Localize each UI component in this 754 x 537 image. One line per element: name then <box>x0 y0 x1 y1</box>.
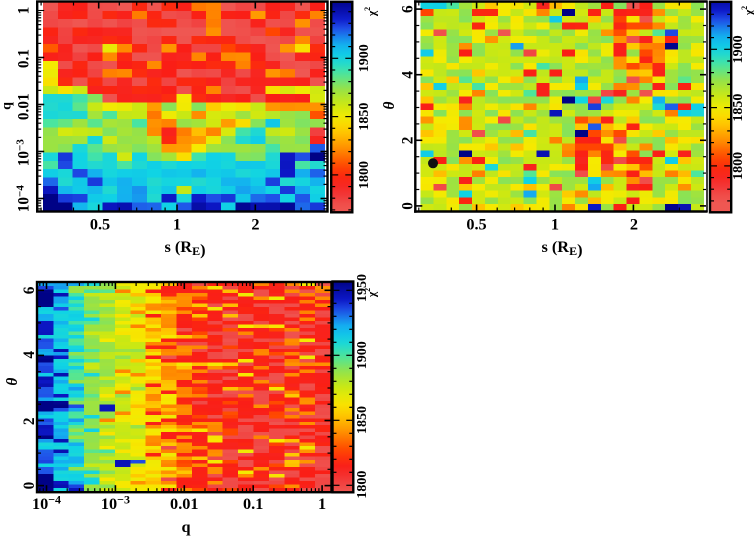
svg-text:1: 1 <box>318 494 326 513</box>
svg-text:1: 1 <box>551 215 559 234</box>
svg-text:1: 1 <box>173 215 181 234</box>
svg-text:1850: 1850 <box>355 406 370 434</box>
svg-text:χ2: χ2 <box>740 6 754 16</box>
svg-text:0.01: 0.01 <box>16 93 33 120</box>
svg-text:s (RE): s (RE) <box>541 237 582 259</box>
svg-text:1800: 1800 <box>357 161 372 189</box>
svg-text:2: 2 <box>251 215 259 234</box>
svg-text:6: 6 <box>21 286 38 294</box>
svg-text:1: 1 <box>16 7 33 15</box>
svg-text:1800: 1800 <box>731 152 746 180</box>
svg-text:2: 2 <box>630 215 638 234</box>
svg-text:1950: 1950 <box>355 274 370 302</box>
svg-text:2: 2 <box>21 417 38 425</box>
svg-text:4: 4 <box>400 71 417 79</box>
svg-text:q: q <box>181 517 190 536</box>
svg-text:0.5: 0.5 <box>466 215 486 234</box>
svg-text:4: 4 <box>21 351 38 359</box>
svg-text:0: 0 <box>400 202 417 210</box>
svg-text:χ2: χ2 <box>363 7 379 17</box>
svg-text:s (RE): s (RE) <box>164 237 205 259</box>
svg-text:1900: 1900 <box>355 341 370 369</box>
svg-text:q: q <box>0 102 14 110</box>
svg-text:0.1: 0.1 <box>243 494 263 513</box>
svg-text:0: 0 <box>21 481 38 489</box>
svg-text:1900: 1900 <box>357 44 372 72</box>
svg-text:0.1: 0.1 <box>16 49 33 68</box>
svg-text:0.01: 0.01 <box>170 494 199 513</box>
svg-text:θ: θ <box>381 101 398 109</box>
svg-text:1900: 1900 <box>731 35 746 63</box>
svg-text:2: 2 <box>400 137 417 145</box>
svg-text:1850: 1850 <box>731 94 746 122</box>
svg-text:χ2: χ2 <box>363 288 379 298</box>
svg-text:1850: 1850 <box>357 103 372 131</box>
svg-text:1800: 1800 <box>355 471 370 499</box>
svg-text:6: 6 <box>400 5 417 13</box>
svg-text:θ: θ <box>4 378 21 386</box>
svg-text:0.5: 0.5 <box>90 215 110 234</box>
